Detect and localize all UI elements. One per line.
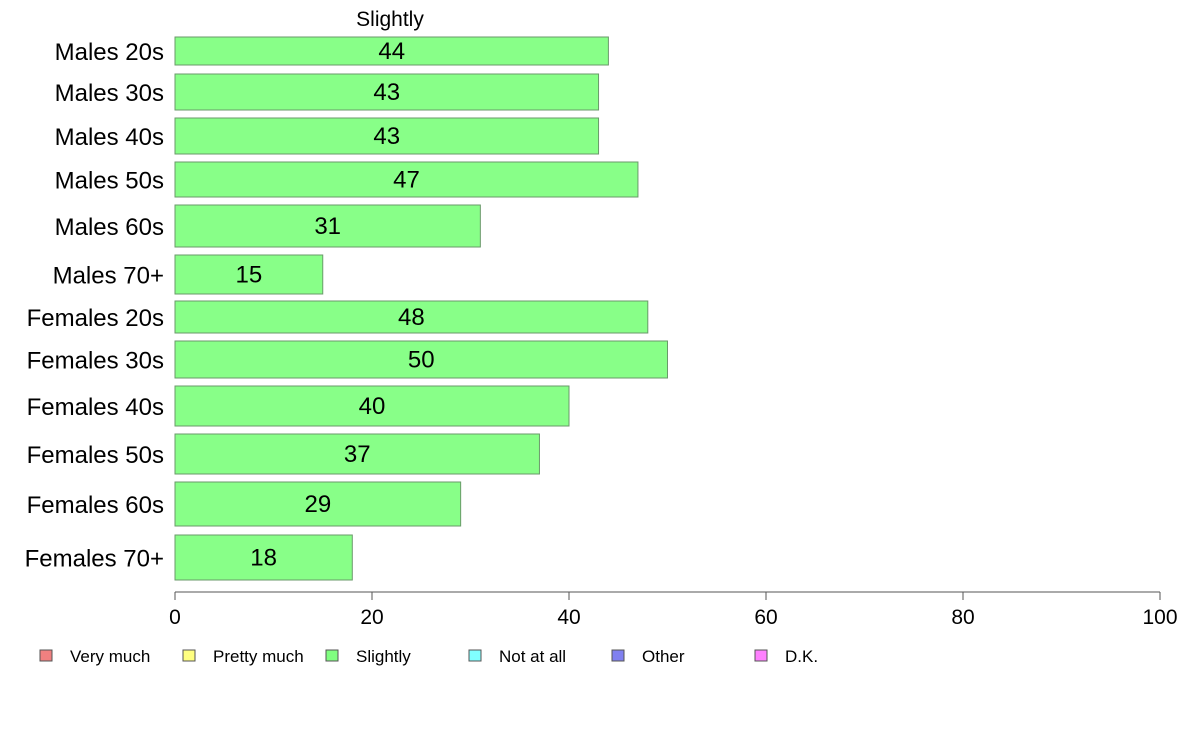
bar — [174, 300, 649, 334]
bar — [174, 385, 570, 427]
legend-label: Very much — [70, 647, 150, 666]
legend-swatch — [754, 649, 768, 662]
bar — [174, 204, 481, 248]
legend-swatch — [611, 649, 625, 662]
category-label: Males 20s — [55, 39, 164, 66]
x-axis: 0 20 40 60 80 100 — [169, 591, 1178, 629]
bar — [174, 254, 324, 295]
bar-value-label: 48 — [398, 304, 425, 331]
bar — [174, 534, 353, 581]
bar — [174, 117, 600, 155]
x-tick-label: 40 — [557, 606, 580, 629]
category-label: Females 20s — [27, 305, 164, 332]
bar — [174, 481, 462, 527]
category-label: Females 70+ — [25, 546, 164, 573]
category-label: Males 70+ — [53, 263, 164, 290]
category-labels: Males 20s Males 30s Males 40s Males 50s Male… — [25, 39, 164, 573]
legend-label: Pretty much — [213, 647, 304, 666]
bar-value-label: 40 — [359, 393, 386, 420]
x-tick-label: 20 — [360, 606, 383, 629]
category-label: Females 50s — [27, 442, 164, 469]
legend-label: D.K. — [785, 647, 818, 666]
legend-swatch — [39, 649, 53, 662]
x-tick-label: 100 — [1142, 606, 1177, 629]
bar — [174, 161, 639, 198]
legend-label: Not at all — [499, 647, 566, 666]
category-label: Males 40s — [55, 124, 164, 151]
category-label: Females 60s — [27, 492, 164, 519]
legend-swatch — [182, 649, 196, 662]
category-label: Females 40s — [27, 394, 164, 421]
x-tick-label: 0 — [169, 606, 181, 629]
bar — [174, 433, 540, 475]
bar-value-label: 15 — [236, 262, 263, 289]
bar-value-label: 43 — [373, 123, 400, 150]
bar-value-label: 50 — [408, 347, 435, 374]
bar-value-label: 44 — [378, 38, 405, 65]
bar — [174, 340, 668, 379]
bar-value-label: 37 — [344, 441, 371, 468]
bar-value-label: 18 — [250, 545, 277, 572]
bar-value-label: 43 — [373, 79, 400, 106]
bar-value-label: 31 — [314, 213, 341, 240]
legend: Very much Pretty much Slightly Not at all Ot… — [39, 647, 818, 666]
category-label: Males 60s — [55, 214, 164, 241]
x-tick-label: 60 — [754, 606, 777, 629]
category-label: Females 30s — [27, 348, 164, 375]
bar-value-label: 29 — [304, 491, 331, 518]
chart-title: Slightly — [356, 8, 424, 31]
legend-swatch — [325, 649, 339, 662]
x-tick-label: 80 — [951, 606, 974, 629]
legend-label: Slightly — [356, 647, 411, 666]
bar — [174, 73, 600, 111]
category-label: Males 50s — [55, 168, 164, 195]
bar — [174, 36, 609, 66]
category-label: Males 30s — [55, 80, 164, 107]
legend-swatch — [468, 649, 482, 662]
bars-layer: 44 43 43 47 31 15 48 50 40 37 29 18 — [174, 36, 668, 581]
legend-label: Other — [642, 647, 685, 666]
bar-value-label: 47 — [393, 167, 420, 194]
